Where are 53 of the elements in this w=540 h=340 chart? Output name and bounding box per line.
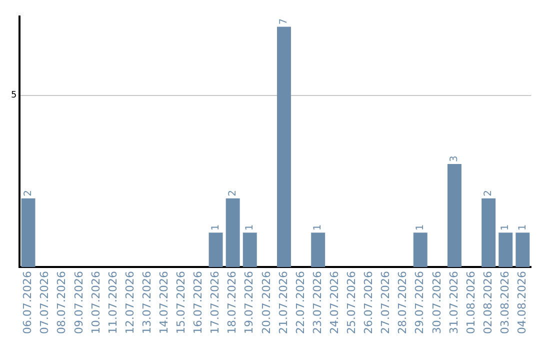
bar [447,164,462,268]
bar [498,232,513,268]
x-tick-label: 02.08.2026 [481,271,494,334]
x-tick-label: 20.07.2026 [260,271,273,334]
x-tick-label: 13.07.2026 [140,271,154,334]
x-tick-label: 28.07.2026 [396,271,410,334]
data-label: 1 [244,224,256,231]
x-tick-label: 06.07.2026 [21,271,34,334]
bar [516,232,530,268]
x-tick-label: 21.07.2026 [276,271,290,334]
x-tick-label: 11.07.2026 [106,271,120,334]
x-tick-label: 22.07.2026 [294,271,307,334]
x-tick-label: 15.07.2026 [174,271,188,334]
bar [413,232,428,268]
x-tick-label: 27.07.2026 [379,271,392,334]
bar [21,198,36,268]
x-tick-label: 12.07.2026 [123,271,136,334]
x-tick-label: 18.07.2026 [226,271,239,334]
data-label: 2 [227,190,238,196]
y-tick-label: 5 [10,90,17,101]
x-tick-label: 14.07.2026 [158,271,170,334]
bar [276,26,291,268]
x-tick-label: 01.08.2026 [464,271,478,334]
data-label: 1 [210,224,222,231]
bar [226,198,240,268]
x-tick-label: 25.07.2026 [345,271,358,334]
data-label: 2 [22,190,34,196]
data-label: 1 [500,224,512,231]
x-tick-label: 31.07.2026 [447,271,460,334]
x-tick-label: 19.07.2026 [242,271,256,334]
data-label: 1 [517,224,528,231]
x-tick-label: 17.07.2026 [208,271,222,334]
x-tick-label: 03.08.2026 [498,271,512,334]
data-label: 7 [278,18,290,25]
x-tick-label: 24.07.2026 [328,271,341,334]
x-tick-label: 04.08.2026 [516,271,529,334]
data-label: 1 [312,224,324,231]
x-tick-label: 10.07.2026 [89,271,102,334]
x-tick-label: 29.07.2026 [413,271,426,334]
data-label: 3 [449,156,460,162]
data-label: 2 [483,190,494,196]
x-tick-label: 07.07.2026 [38,271,52,334]
bar [208,232,223,268]
x-tick-label: 26.07.2026 [362,271,376,334]
bar [311,232,326,268]
bar [482,198,496,268]
x-tick-label: 09.07.2026 [72,271,86,334]
x-tick-label: 16.07.2026 [192,271,205,334]
x-tick-label: 23.07.2026 [310,271,324,334]
bar [242,232,257,268]
x-tick-label: 30.07.2026 [430,271,444,334]
data-label: 1 [414,224,426,231]
x-tick-label: 08.07.2026 [55,271,68,334]
